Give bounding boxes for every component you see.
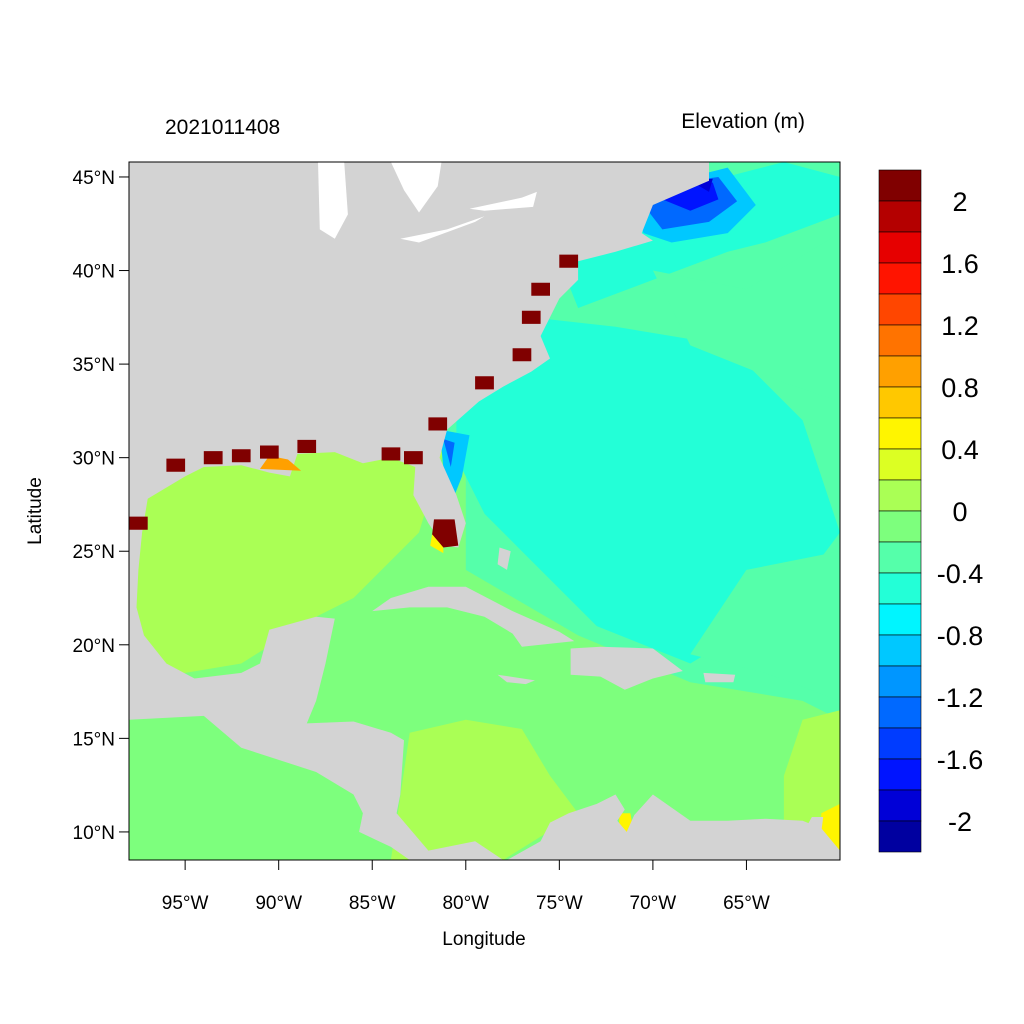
colorbar-swatch [878, 231, 922, 264]
colorbar-swatch [878, 665, 922, 698]
lat-tick-label: 35°N [73, 355, 115, 376]
lat-tick-label: 20°N [73, 636, 115, 657]
coastal-high-water-patch [166, 458, 186, 472]
lat-tick-label: 15°N [73, 729, 115, 750]
colorbar-label: -2 [948, 807, 972, 837]
colorbar-swatch [878, 820, 922, 853]
bahamas-andros [497, 547, 511, 570]
lat-tick-label: 45°N [73, 168, 115, 189]
coastal-high-water-patch [559, 254, 579, 268]
colorbar-swatch [878, 324, 922, 357]
lake-huron [390, 162, 442, 213]
colorbar-swatch [878, 758, 922, 791]
colorbar-swatch [878, 541, 922, 574]
lat-tick-label: 40°N [73, 262, 115, 283]
colorbar-swatch [878, 789, 922, 822]
north-america-land [129, 162, 709, 860]
lat-tick-label: 25°N [73, 542, 115, 563]
axis-ticks: 95°W 90°W 85°W 80°W 75°W 70°W 65°W 45°N 40°N 35°N… [73, 168, 770, 914]
colorbar-label: -1.6 [937, 745, 984, 775]
lon-tick-label: 90°W [255, 893, 302, 914]
colorbar-swatch [878, 355, 922, 388]
coastal-high-water-patch [231, 449, 251, 463]
lat-tick-label: 10°N [73, 823, 115, 844]
puerto-rico-land [703, 672, 736, 683]
colorbar-label: -0.4 [937, 559, 984, 589]
atlantic-green-patch [652, 233, 840, 402]
florida-bay-yellow [430, 534, 444, 554]
louisiana-coast-orange [260, 455, 302, 471]
map-time-title: 2021011408 [165, 116, 280, 139]
lake-ontario [469, 191, 537, 211]
cuba-land [372, 586, 575, 647]
colorbar-swatch [878, 417, 922, 450]
colorbar-swatch [878, 696, 922, 729]
coastal-high-water-patch [129, 516, 148, 530]
lake-michigan [318, 162, 348, 239]
map-frame [128, 161, 841, 861]
colorbar-swatch [878, 262, 922, 295]
colorbar-swatch [878, 572, 922, 605]
coastal-high-water-patch [428, 417, 448, 431]
lake-erie [400, 216, 485, 243]
colorbar-label: -0.8 [937, 621, 984, 651]
coastal-high-water-patch [475, 376, 494, 390]
lon-tick-label: 85°W [349, 893, 396, 914]
colorbar-label: 1.6 [941, 249, 979, 279]
southeast-green-patch [690, 551, 840, 701]
colorbar-swatch [878, 727, 922, 760]
coastal-high-water-patch [512, 348, 532, 362]
florida-coast-darkblue [443, 439, 455, 467]
colorbar-swatch [878, 634, 922, 667]
south-america-land [507, 794, 840, 860]
lon-tick-label: 95°W [162, 893, 209, 914]
x-axis-label: Longitude [442, 929, 525, 950]
colorbar-label: -1.2 [937, 683, 984, 713]
hispaniola-land [570, 646, 683, 690]
lat-tick-label: 30°N [73, 449, 115, 470]
colombian-basin-field [390, 719, 579, 860]
colorbar-label: 0 [952, 497, 967, 527]
colorbar-swatch [878, 510, 922, 543]
map-area [129, 162, 840, 860]
south-florida-high-water [432, 519, 459, 548]
coastal-high-water-patch [297, 439, 317, 453]
trinidad-land [804, 817, 824, 832]
colorbar-swatch [878, 603, 922, 636]
jamaica-land [497, 674, 535, 685]
coastal-high-water-patch [381, 447, 401, 461]
lon-tick-label: 65°W [723, 893, 770, 914]
colorbar-label: 2 [952, 187, 967, 217]
colorbar-swatch [878, 479, 922, 512]
lon-tick-label: 80°W [442, 893, 489, 914]
y-axis-label: Latitude [25, 477, 46, 545]
coastal-high-water-patch [260, 445, 279, 459]
atlantic-cyan-band [447, 308, 840, 664]
colorbar: 2 1.6 1.2 0.8 0.4 0 -0.4 -0.8 -1.2 -1.6 -2 [878, 169, 984, 853]
colorbar-label: 0.4 [941, 435, 979, 465]
colorbar-swatch [878, 448, 922, 481]
map-variable-title: Elevation (m) [681, 110, 805, 133]
colorbar-label: 0.8 [941, 373, 979, 403]
lon-tick-label: 70°W [630, 893, 677, 914]
colorbar-swatch [878, 386, 922, 419]
lon-tick-label: 75°W [536, 893, 583, 914]
coastal-high-water-patch [203, 451, 223, 465]
colorbar-swatch [878, 200, 922, 233]
colorbar-label: 1.2 [941, 311, 979, 341]
colorbar-swatch [878, 293, 922, 326]
coastal-high-water-patch [404, 451, 423, 465]
gulf-of-mexico-field [129, 439, 448, 683]
coastal-high-water-patch [531, 282, 550, 296]
colorbar-swatch [878, 169, 922, 202]
coastal-high-water-patch [521, 310, 541, 324]
